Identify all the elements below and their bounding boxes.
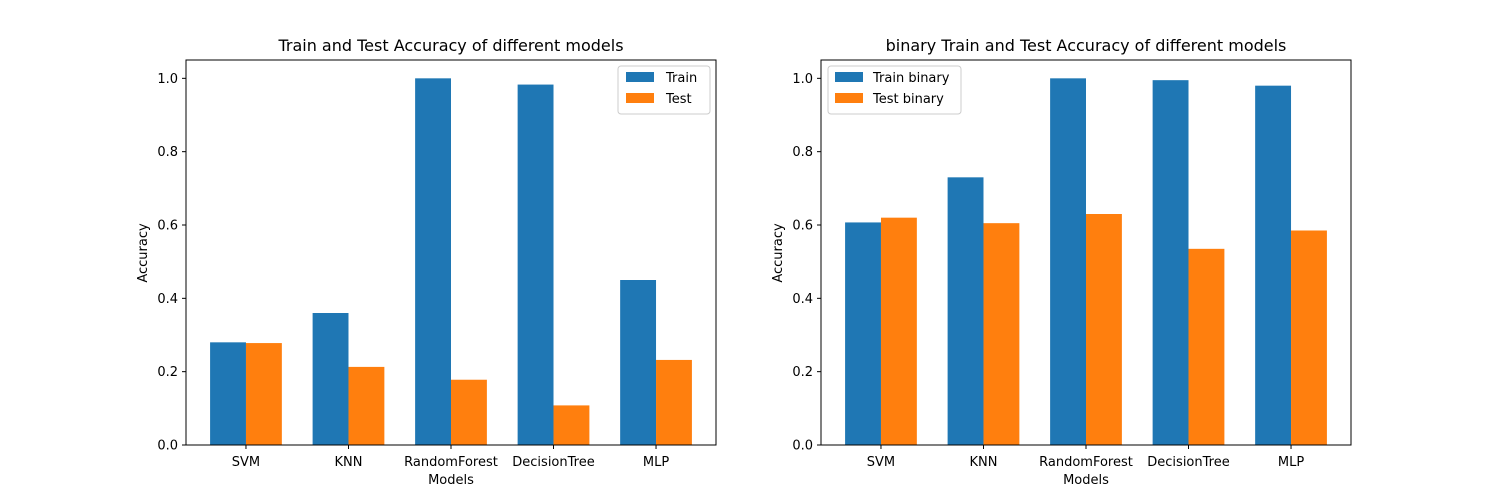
x-axis-label: Models bbox=[1063, 473, 1109, 488]
bar-test-decisiontree bbox=[553, 405, 590, 445]
bar-test-binary-randomforest bbox=[1086, 214, 1122, 445]
legend-swatch-test bbox=[626, 93, 654, 103]
bar-train-binary-randomforest bbox=[1050, 78, 1086, 445]
chart-title: binary Train and Test Accuracy of differ… bbox=[886, 36, 1287, 55]
y-tick-label: 0.2 bbox=[157, 365, 178, 380]
y-tick-label: 0.2 bbox=[792, 365, 813, 380]
bar-train-randomforest bbox=[415, 78, 451, 445]
legend: Train Test bbox=[617, 65, 711, 115]
legend-label-train: Train bbox=[665, 71, 697, 86]
x-tick-label-randomforest: RandomForest bbox=[1039, 455, 1133, 470]
bar-test-binary-svm bbox=[880, 217, 917, 445]
bar-test-binary-decisiontree bbox=[1188, 248, 1225, 445]
y-tick-label: 0.6 bbox=[157, 219, 178, 234]
y-ticks: 0.0 0.2 0.4 0.6 0.8 1.0 bbox=[792, 72, 821, 454]
bar-train-mlp bbox=[620, 280, 657, 445]
y-ticks: 0.0 0.2 0.4 0.6 0.8 1.0 bbox=[157, 72, 186, 454]
bar-test-mlp bbox=[656, 359, 692, 445]
plot-frame bbox=[185, 59, 717, 446]
legend-label-train-binary: Train binary bbox=[872, 71, 950, 86]
legend-label-test: Test bbox=[665, 92, 692, 107]
y-tick-label: 0.0 bbox=[157, 439, 178, 454]
y-tick-label: 1.0 bbox=[157, 72, 178, 87]
bar-train-binary-knn bbox=[947, 177, 984, 445]
x-tick-label-mlp: MLP bbox=[643, 455, 669, 470]
x-axis-label: Models bbox=[428, 473, 474, 488]
y-tick-label: 1.0 bbox=[792, 72, 813, 87]
x-tick-label-knn: KNN bbox=[969, 455, 997, 470]
bar-train-binary-mlp bbox=[1255, 85, 1292, 446]
legend-swatch-train bbox=[626, 72, 654, 82]
bar-test-knn bbox=[348, 366, 385, 445]
y-tick-label: 0.8 bbox=[157, 145, 178, 160]
plot-frame bbox=[820, 59, 1352, 446]
x-tick-label-mlp: MLP bbox=[1278, 455, 1304, 470]
bars-group bbox=[845, 78, 1327, 446]
bar-train-binary-svm bbox=[845, 222, 881, 445]
bars-group bbox=[210, 78, 692, 445]
x-tick-label-decisiontree: DecisionTree bbox=[1147, 455, 1229, 470]
y-tick-label: 0.6 bbox=[792, 219, 813, 234]
y-tick-label: 0.0 bbox=[792, 439, 813, 454]
bar-test-svm bbox=[245, 343, 282, 445]
legend-label-test-binary: Test binary bbox=[872, 92, 944, 107]
y-tick-label: 0.4 bbox=[792, 292, 813, 307]
y-tick-label: 0.4 bbox=[157, 292, 178, 307]
y-axis-label: Accuracy bbox=[771, 223, 786, 283]
bar-test-randomforest bbox=[451, 379, 487, 445]
x-tick-label-decisiontree: DecisionTree bbox=[512, 455, 594, 470]
bar-test-binary-mlp bbox=[1291, 230, 1327, 445]
bar-train-decisiontree bbox=[517, 84, 554, 445]
x-tick-label-knn: KNN bbox=[334, 455, 362, 470]
x-tick-label-svm: SVM bbox=[232, 455, 260, 470]
y-axis-label: Accuracy bbox=[136, 223, 151, 283]
chart-train-test: Train and Test Accuracy of different mod… bbox=[136, 36, 717, 488]
y-tick-label: 0.8 bbox=[792, 145, 813, 160]
x-tick-label-randomforest: RandomForest bbox=[404, 455, 498, 470]
legend: Train binary Test binary bbox=[827, 65, 962, 115]
legend-swatch-train-binary bbox=[835, 72, 863, 82]
bar-train-svm bbox=[210, 342, 246, 445]
bar-train-knn bbox=[312, 313, 349, 445]
x-tick-label-svm: SVM bbox=[867, 455, 895, 470]
chart-title: Train and Test Accuracy of different mod… bbox=[277, 36, 623, 55]
legend-swatch-test-binary bbox=[835, 93, 863, 103]
bar-test-binary-knn bbox=[983, 223, 1020, 445]
x-ticks: SVM KNN RandomForest DecisionTree MLP bbox=[232, 445, 669, 470]
chart-binary-train-test: binary Train and Test Accuracy of differ… bbox=[771, 36, 1352, 488]
x-ticks: SVM KNN RandomForest DecisionTree MLP bbox=[867, 445, 1304, 470]
bar-train-binary-decisiontree bbox=[1152, 80, 1189, 446]
